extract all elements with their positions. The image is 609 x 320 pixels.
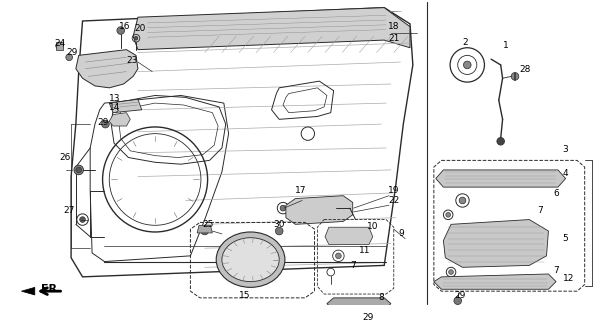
Circle shape — [56, 42, 63, 50]
Circle shape — [134, 36, 138, 40]
Polygon shape — [434, 274, 556, 289]
Circle shape — [201, 227, 208, 235]
Text: 23: 23 — [127, 56, 138, 65]
Text: 18: 18 — [388, 22, 400, 31]
Text: 10: 10 — [367, 222, 379, 231]
Text: 24: 24 — [54, 39, 65, 48]
Polygon shape — [109, 113, 130, 126]
Circle shape — [336, 253, 341, 259]
Polygon shape — [436, 170, 566, 187]
Polygon shape — [325, 227, 373, 244]
Circle shape — [280, 205, 286, 211]
Text: 11: 11 — [359, 246, 371, 255]
Text: 29: 29 — [455, 292, 466, 300]
Text: 25: 25 — [202, 220, 213, 229]
Text: 5: 5 — [563, 234, 568, 243]
Text: 27: 27 — [63, 205, 75, 214]
Polygon shape — [133, 8, 410, 50]
Circle shape — [80, 217, 85, 222]
Text: 22: 22 — [388, 196, 400, 205]
Text: FR.: FR. — [41, 284, 61, 294]
Circle shape — [446, 212, 451, 217]
Polygon shape — [109, 99, 142, 113]
Circle shape — [459, 197, 466, 204]
Polygon shape — [197, 225, 213, 233]
Text: 29: 29 — [66, 48, 78, 57]
Polygon shape — [21, 287, 35, 295]
Circle shape — [102, 120, 109, 128]
Polygon shape — [327, 298, 391, 310]
Text: 8: 8 — [378, 293, 384, 302]
Text: 15: 15 — [239, 292, 251, 300]
Ellipse shape — [216, 232, 285, 287]
Text: 29: 29 — [362, 313, 374, 320]
Circle shape — [511, 73, 519, 80]
Text: 28: 28 — [519, 65, 531, 74]
Circle shape — [449, 270, 454, 275]
Text: 14: 14 — [109, 103, 121, 112]
Text: 30: 30 — [273, 220, 285, 229]
Text: 7: 7 — [537, 205, 543, 214]
Text: 16: 16 — [119, 22, 130, 31]
Circle shape — [342, 317, 350, 320]
Circle shape — [275, 227, 283, 235]
Polygon shape — [76, 50, 138, 88]
Circle shape — [454, 297, 462, 305]
Circle shape — [74, 165, 83, 175]
Circle shape — [463, 61, 471, 69]
Polygon shape — [56, 42, 63, 50]
Text: 29: 29 — [98, 118, 109, 127]
Text: 21: 21 — [388, 34, 400, 43]
Text: 4: 4 — [563, 169, 568, 178]
Polygon shape — [286, 196, 353, 224]
Circle shape — [76, 167, 82, 173]
Text: 17: 17 — [295, 187, 306, 196]
Text: 6: 6 — [553, 189, 559, 198]
Text: 13: 13 — [109, 94, 121, 103]
Polygon shape — [443, 220, 549, 267]
Ellipse shape — [222, 238, 279, 282]
Text: 9: 9 — [398, 229, 404, 238]
Text: 26: 26 — [60, 153, 71, 162]
Circle shape — [66, 54, 72, 60]
Circle shape — [497, 138, 504, 145]
Text: 7: 7 — [350, 261, 356, 270]
Text: 1: 1 — [502, 41, 509, 50]
Text: 19: 19 — [388, 187, 400, 196]
Text: 3: 3 — [563, 145, 568, 154]
Text: 12: 12 — [563, 274, 574, 283]
Text: 2: 2 — [462, 38, 468, 47]
Circle shape — [117, 27, 125, 34]
Text: 7: 7 — [553, 266, 559, 275]
Text: 20: 20 — [134, 24, 146, 33]
